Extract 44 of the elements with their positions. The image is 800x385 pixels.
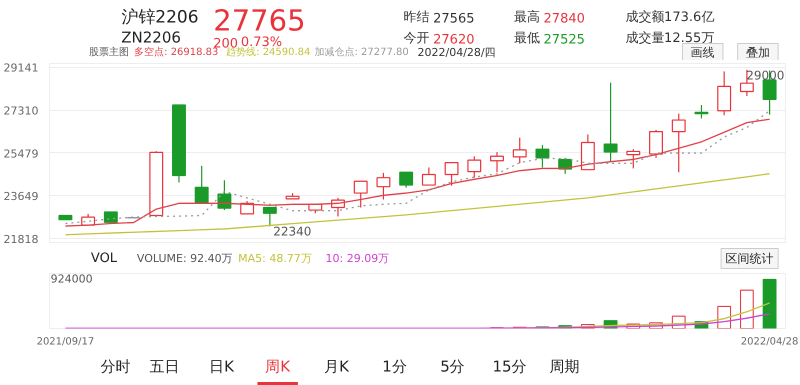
- text: 加减仓点: 27277.80: [314, 46, 409, 58]
- text: 日K: [209, 358, 236, 376]
- text: 27525: [544, 32, 585, 48]
- y-tick-label: 25479: [4, 147, 39, 160]
- text: 最高: [514, 9, 540, 25]
- text: 最低: [514, 31, 540, 46]
- text: 173.6亿: [664, 10, 714, 25]
- y-tick-label: 29141: [4, 62, 39, 75]
- text: 27840: [544, 12, 585, 26]
- annotation: 924000: [50, 272, 93, 286]
- text: 10: 29.09万: [326, 252, 390, 265]
- text: 区间统计: [726, 252, 774, 266]
- text: 2022/04/28/四: [418, 46, 496, 59]
- y-tick-label: 21818: [4, 233, 39, 246]
- text: 五日: [150, 358, 180, 376]
- text: MA5: 48.77万: [238, 252, 312, 265]
- text: 画线: [690, 46, 715, 60]
- text: 成交量: [625, 30, 664, 46]
- x-tick-label: 2022/04/28: [740, 336, 798, 348]
- text: 月K: [324, 358, 350, 376]
- text: 27565: [433, 12, 474, 26]
- text: 15分: [492, 358, 527, 376]
- x-tick-label: 2021/09/17: [36, 336, 94, 348]
- text: 5分: [440, 358, 465, 376]
- text: 12.55万: [664, 31, 714, 46]
- y-tick-label: 23649: [4, 190, 39, 204]
- text: 1分: [382, 358, 407, 376]
- annotation: 22340: [273, 224, 312, 238]
- text: 分时: [100, 358, 131, 376]
- y-tick-label: 27310: [4, 104, 39, 118]
- chart-title: VOL: [90, 251, 118, 266]
- text: VOLUME: 92.40万: [136, 252, 233, 265]
- text: 周期: [550, 358, 580, 376]
- text: 多空点: 26918.83: [134, 46, 218, 58]
- text: 27620: [433, 32, 474, 48]
- text: 周K: [265, 358, 292, 376]
- text: 27765: [213, 4, 306, 38]
- text: 叠加: [746, 46, 770, 60]
- text: 今开: [404, 31, 430, 46]
- chart-title: 沪锌2206: [121, 8, 199, 28]
- chart-subtitle: ZN2206: [121, 28, 181, 46]
- text: 昨结: [404, 10, 430, 25]
- text: 股票主图: [89, 46, 130, 58]
- text: 成交额: [625, 9, 664, 25]
